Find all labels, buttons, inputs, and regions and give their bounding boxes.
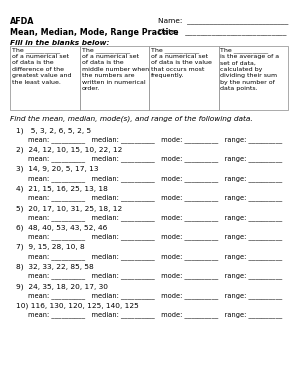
Bar bbox=[10, 46, 80, 110]
Bar bbox=[218, 46, 288, 110]
Text: 9)  24, 35, 18, 20, 17, 30: 9) 24, 35, 18, 20, 17, 30 bbox=[16, 283, 108, 290]
Text: mean: __________   median: __________   mode: __________   range: __________: mean: __________ median: __________ mode… bbox=[28, 214, 282, 221]
Text: The ___________
of a numerical set
of data is the value
that occurs most
frequen: The ___________ of a numerical set of da… bbox=[151, 47, 212, 78]
Text: The ___________
is the average of a
set of data,
calculated by
dividing their su: The ___________ is the average of a set … bbox=[221, 47, 280, 91]
Text: 2)  24, 12, 10, 15, 10, 22, 12: 2) 24, 12, 10, 15, 10, 22, 12 bbox=[16, 147, 122, 153]
Text: Find the mean, median, mode(s), and range of the following data.: Find the mean, median, mode(s), and rang… bbox=[10, 115, 253, 122]
Text: mean: __________   median: __________   mode: __________   range: __________: mean: __________ median: __________ mode… bbox=[28, 234, 282, 240]
Text: Mean, Median, Mode, Range Practice: Mean, Median, Mode, Range Practice bbox=[10, 28, 179, 37]
Text: mean: __________   median: __________   mode: __________   range: __________: mean: __________ median: __________ mode… bbox=[28, 253, 282, 260]
Text: 7)  9, 15, 28, 10, 8: 7) 9, 15, 28, 10, 8 bbox=[16, 244, 85, 251]
Text: 10) 116, 130, 120, 125, 140, 125: 10) 116, 130, 120, 125, 140, 125 bbox=[16, 303, 139, 309]
Text: 4)  21, 15, 16, 25, 13, 18: 4) 21, 15, 16, 25, 13, 18 bbox=[16, 186, 108, 192]
Text: mean: __________   median: __________   mode: __________   range: __________: mean: __________ median: __________ mode… bbox=[28, 136, 282, 143]
Bar bbox=[149, 46, 218, 110]
Text: mean: __________   median: __________   mode: __________   range: __________: mean: __________ median: __________ mode… bbox=[28, 292, 282, 299]
Text: mean: __________   median: __________   mode: __________   range: __________: mean: __________ median: __________ mode… bbox=[28, 312, 282, 318]
Text: 6)  48, 40, 53, 43, 52, 46: 6) 48, 40, 53, 43, 52, 46 bbox=[16, 225, 107, 231]
Text: Fill in the blanks below:: Fill in the blanks below: bbox=[10, 40, 109, 46]
Text: Name:  ___________________________: Name: ___________________________ bbox=[158, 17, 288, 24]
Text: 3)  14, 9, 20, 5, 17, 13: 3) 14, 9, 20, 5, 17, 13 bbox=[16, 166, 99, 173]
Bar bbox=[80, 46, 149, 110]
Text: The ___________
of a numerical set
of data is the
middle number when
the numbers: The ___________ of a numerical set of da… bbox=[81, 47, 149, 91]
Text: The ___________
of a numerical set
of data is the
difference of the
greatest val: The ___________ of a numerical set of da… bbox=[12, 47, 72, 85]
Text: 1)   5, 3, 2, 6, 5, 2, 5: 1) 5, 3, 2, 6, 5, 2, 5 bbox=[16, 127, 91, 134]
Text: 5)  20, 17, 10, 31, 25, 18, 12: 5) 20, 17, 10, 31, 25, 18, 12 bbox=[16, 205, 122, 212]
Text: mean: __________   median: __________   mode: __________   range: __________: mean: __________ median: __________ mode… bbox=[28, 273, 282, 279]
Text: mean: __________   median: __________   mode: __________   range: __________: mean: __________ median: __________ mode… bbox=[28, 175, 282, 182]
Text: Date:   ___________________________: Date: ___________________________ bbox=[158, 28, 286, 35]
Text: AFDA: AFDA bbox=[10, 17, 35, 26]
Text: mean: __________   median: __________   mode: __________   range: __________: mean: __________ median: __________ mode… bbox=[28, 195, 282, 201]
Text: 8)  32, 33, 22, 85, 58: 8) 32, 33, 22, 85, 58 bbox=[16, 264, 94, 270]
Text: mean: __________   median: __________   mode: __________   range: __________: mean: __________ median: __________ mode… bbox=[28, 156, 282, 162]
